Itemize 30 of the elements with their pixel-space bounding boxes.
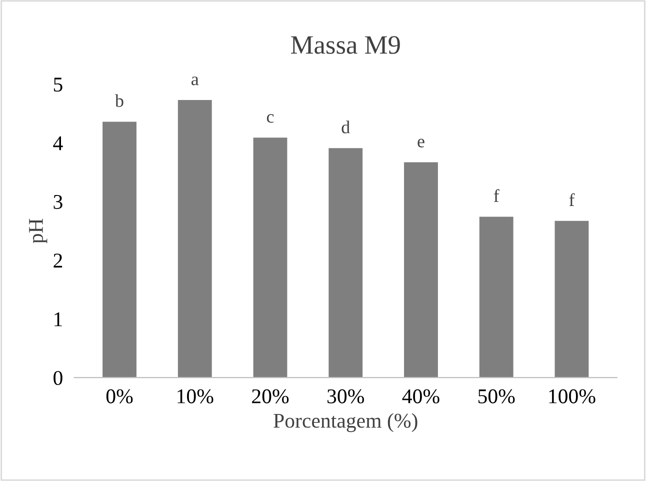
y-tick-label: 3	[54, 194, 62, 209]
bar	[178, 100, 212, 378]
x-tick-label: 30%	[328, 389, 364, 404]
x-tick-label: 0%	[106, 389, 133, 404]
y-tick-label: 1	[54, 312, 62, 326]
annotation: f	[494, 189, 500, 202]
chart-title: Massa M9	[291, 36, 400, 54]
bar	[554, 220, 589, 378]
x-tick-label: 100%	[549, 389, 596, 404]
x-tick-label: 10%	[178, 389, 214, 404]
annotation: b	[114, 94, 124, 107]
x-tick-label: 40%	[402, 389, 440, 404]
annotation: c	[266, 114, 274, 123]
y-tick-label: 5	[54, 78, 62, 92]
bar	[404, 162, 438, 378]
x-tick-label: 50%	[478, 389, 515, 404]
annotation: f	[569, 193, 575, 206]
bar	[253, 138, 288, 378]
y-tick-label: 0	[54, 370, 62, 386]
x-axis-title: Porcentagem (%)	[274, 413, 418, 432]
annotation: e	[418, 138, 424, 148]
bar	[102, 122, 136, 378]
y-tick-label: 4	[53, 136, 63, 150]
y-tick-label: 2	[54, 254, 62, 268]
annotation: d	[342, 120, 350, 134]
y-axis-title: pH	[29, 218, 48, 244]
x-tick-label: 20%	[252, 389, 289, 404]
bar	[328, 148, 363, 378]
bar	[479, 216, 514, 378]
annotation: a	[192, 76, 199, 86]
